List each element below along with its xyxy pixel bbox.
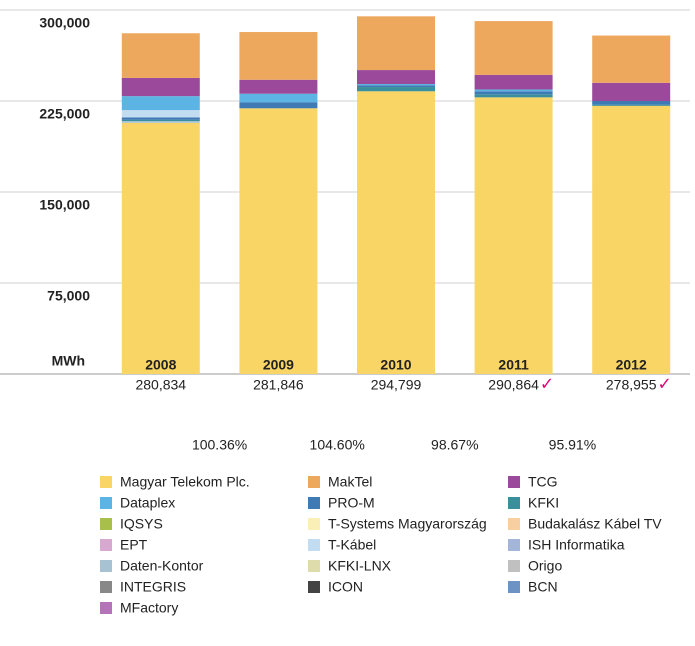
bar-segment — [357, 16, 435, 71]
bar-segment — [357, 87, 435, 92]
x-tick-label: 2009 — [263, 357, 294, 373]
bar-segment — [474, 94, 553, 98]
legend-swatch — [100, 539, 112, 551]
bar-segment — [121, 33, 200, 78]
bar-segment — [474, 74, 553, 90]
legend-label: ICON — [328, 579, 363, 595]
legend-swatch — [508, 476, 520, 488]
legend-label: MFactory — [120, 600, 178, 616]
legend-swatch — [100, 497, 112, 509]
legend-swatch — [100, 476, 112, 488]
legend-label: Origo — [528, 558, 562, 574]
legend-swatch — [100, 602, 112, 614]
legend-swatch — [100, 560, 112, 572]
legend-swatch — [508, 518, 520, 530]
bar-segment — [474, 91, 553, 95]
bar-segment — [592, 105, 671, 374]
y-axis-label: MWh — [52, 353, 85, 369]
legend-swatch — [508, 539, 520, 551]
x-tick-label: 2008 — [145, 357, 176, 373]
bar-segment — [239, 102, 318, 109]
bar-segment — [357, 85, 435, 88]
x-tick-label: 2012 — [616, 357, 647, 373]
bar-segment — [592, 35, 671, 83]
legend-swatch — [308, 497, 320, 509]
legend-label: Dataplex — [120, 495, 175, 511]
y-tick-label: 225,000 — [39, 106, 90, 122]
bar-segment — [121, 110, 200, 118]
growth-label: 98.67% — [431, 437, 478, 453]
total-label: 278,955 — [606, 377, 657, 393]
y-tick-label: 75,000 — [47, 288, 90, 304]
legend-label: Budakalász Kábel TV — [528, 516, 662, 532]
legend-label: KFKI-LNX — [328, 558, 392, 574]
bar-segment — [121, 122, 200, 374]
legend-label: MakTel — [328, 474, 372, 490]
legend-swatch — [100, 581, 112, 593]
bar-segment — [592, 82, 671, 101]
legend-label: T-Kábel — [328, 537, 376, 553]
bar-segment — [357, 84, 435, 86]
bar-segment — [121, 77, 200, 97]
legend-swatch — [308, 581, 320, 593]
bar-segment — [121, 121, 200, 123]
bar-segment — [121, 96, 200, 111]
y-tick-label: 150,000 — [39, 197, 90, 213]
check-mark: ✓ — [658, 374, 672, 393]
bar-segment — [239, 108, 318, 374]
total-label: 290,864 — [488, 377, 539, 393]
legend-label: TCG — [528, 474, 558, 490]
bar-segment — [121, 119, 200, 122]
legend-label: BCN — [528, 579, 558, 595]
legend-swatch — [508, 560, 520, 572]
legend-swatch — [308, 476, 320, 488]
legend-swatch — [508, 581, 520, 593]
bar-segment — [239, 32, 318, 80]
check-mark: ✓ — [540, 374, 554, 393]
bar-segment — [474, 89, 553, 92]
legend-label: Magyar Telekom Plc. — [120, 474, 250, 490]
legend-label: ISH Informatika — [528, 537, 625, 553]
legend-swatch — [100, 518, 112, 530]
legend-label: INTEGRIS — [120, 579, 186, 595]
legend-label: EPT — [120, 537, 148, 553]
y-tick-label: 300,000 — [39, 15, 90, 31]
legend-label: KFKI — [528, 495, 559, 511]
legend-swatch — [308, 539, 320, 551]
legend-label: PRO-M — [328, 495, 375, 511]
bar-segment — [239, 93, 318, 103]
bar-segment — [592, 101, 671, 105]
total-label: 281,846 — [253, 377, 304, 393]
growth-label: 104.60% — [310, 437, 365, 453]
bar-segment — [121, 117, 200, 120]
legend-swatch — [508, 497, 520, 509]
x-tick-label: 2011 — [498, 357, 529, 373]
total-label: 280,834 — [135, 377, 186, 393]
bar-segment — [239, 79, 318, 94]
x-tick-label: 2010 — [380, 357, 411, 373]
bar-segment — [592, 104, 671, 106]
legend-swatch — [308, 560, 320, 572]
legend-label: Daten-Kontor — [120, 558, 204, 574]
bar-segment — [357, 91, 435, 374]
legend-label: T-Systems Magyarország — [328, 516, 487, 532]
bar-segment — [357, 70, 435, 85]
legend-label: IQSYS — [120, 516, 163, 532]
total-label: 294,799 — [371, 377, 422, 393]
growth-label: 95.91% — [549, 437, 596, 453]
growth-label: 100.36% — [192, 437, 247, 453]
legend-swatch — [308, 518, 320, 530]
bar-segment — [474, 97, 553, 375]
bar-segment — [474, 21, 553, 75]
